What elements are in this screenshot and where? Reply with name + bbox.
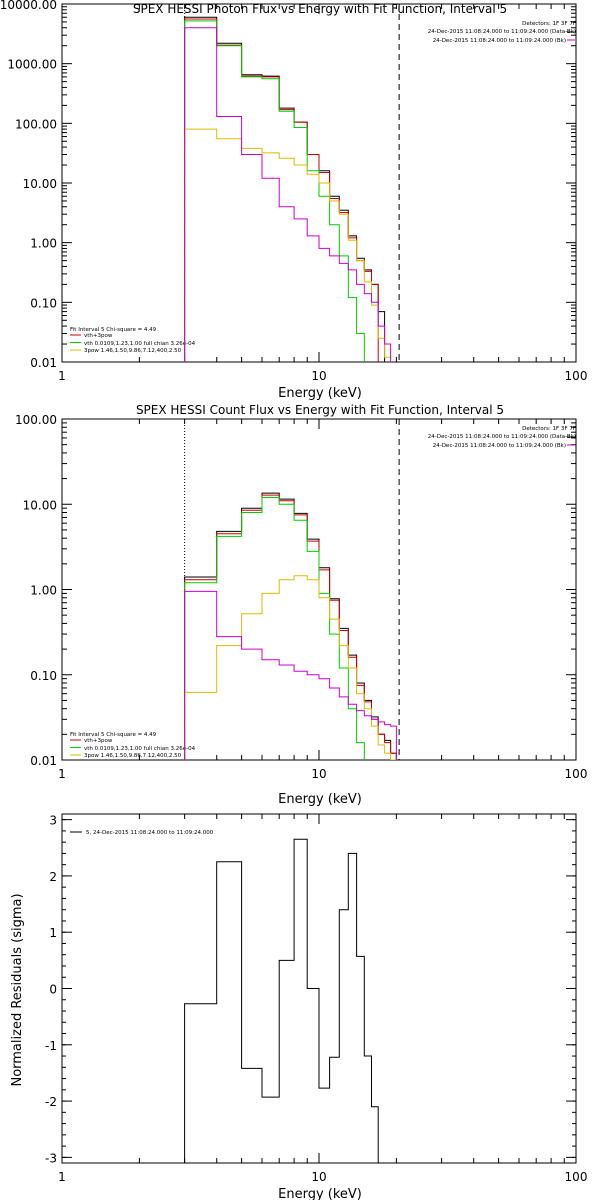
y-tick-label: 10.00 [23,177,57,191]
y-tick-label: 1000.00 [7,58,57,72]
panel2-info-data-bk: 24-Dec-2015 11:08:24.000 to 11:09:24.000… [428,434,576,440]
x-tick-label: 1 [58,369,66,383]
series-step-line-2 [184,494,397,760]
x-tick-label: 10 [311,767,326,781]
panel1-legend-vth: vth 0.0109,1.23,1.00 full chian 3.26e-04 [84,341,196,347]
y-tick-label: 3 [49,814,57,828]
panel2-legend-vth3pow: vth+3pow [84,738,113,744]
series-step-line-1 [184,838,379,1163]
series-step-line-3 [184,497,372,760]
panel2-xlabel: Energy (keV) [278,792,362,807]
panel1-legend-fit: Fit Interval 5 Chi-square = 4.49 [70,327,157,333]
panel1-title: SPEX HESSI Photon Flux vs Energy with Fi… [133,2,507,16]
x-tick-label: 100 [565,369,588,383]
x-tick-label: 100 [565,1170,588,1184]
panel2-plot: 1 10 100 100.00 10.00 1.00 0.10 0.01 [15,413,587,781]
panel1-xlabel: Energy (keV) [278,386,362,401]
panel3-xlabel: Energy (keV) [278,1187,362,1200]
y-tick-label: 100.00 [15,117,57,131]
series-step-line-4 [184,575,397,760]
y-tick-label: 100.00 [15,413,57,427]
y-tick-label: 0 [49,983,57,997]
panel3-ylabel: Normalized Residuals (sigma) [10,893,25,1086]
y-tick-label: 2 [49,870,57,884]
x-tick-label: 10 [311,369,326,383]
y-tick-label: 0.01 [30,754,57,768]
y-tick-label: 10.00 [23,498,57,512]
y-tick-label: 1 [49,926,57,940]
x-tick-label: 1 [58,1170,66,1184]
series-step-line-3 [184,20,372,362]
panel2-legend-fit: Fit Interval 5 Chi-square = 4.49 [70,732,157,738]
series-step-line-5 [184,27,392,362]
series-step-line-5 [184,590,397,760]
y-tick-label: 0.01 [30,356,57,370]
panel2-info-detectors: Detectors: 1F 3F 7F [522,426,576,432]
panel2-legend-3pow: 3pow 1.46,1.50,9.86,7.12,400,2.50 [84,753,182,759]
panel1-legend-3pow: 3pow 1.46,1.50,9.86,7.12,400,2.50 [84,348,182,354]
y-tick-label: 0.10 [30,669,57,683]
panel2-title: SPEX HESSI Count Flux vs Energy with Fit… [136,403,504,417]
y-tick-label: -3 [45,1151,57,1165]
panel1-info-data-bk: 24-Dec-2015 11:08:24.000 to 11:09:24.000… [428,29,576,35]
panel1-info-detectors: Detectors: 1F 3F 7F [522,21,576,27]
y-tick-label: 1.00 [30,237,57,251]
panel1-legend-vth3pow: vth+3pow [84,333,113,339]
panel1-plot: 1 10 100 10000.00 1000.00 100.00 10.00 1.00 0.10… [0,0,587,383]
x-tick-label: 1 [58,767,66,781]
y-tick-label: 0.10 [30,296,57,310]
y-tick-label: 1.00 [30,584,57,598]
x-tick-label: 10 [311,1170,326,1184]
y-tick-label: -2 [45,1095,57,1109]
y-tick-label: -1 [45,1039,57,1053]
panel1-info-bk: 24-Dec-2015 11:08:24.000 to 11:09:24.000… [433,38,566,44]
series-step-line-4 [184,128,392,362]
y-tick-label: 10000.00 [0,0,57,12]
panel2-legend-vth: vth 0.0109,1.23,1.00 full chian 3.26e-04 [84,746,196,752]
series-step-line-1 [184,16,386,362]
panel2-info-bk: 24-Dec-2015 11:08:24.000 to 11:09:24.000… [433,443,566,449]
panel3-legend-interval: 5, 24-Dec-2015 11:08:24.000 to 11:09:24.… [86,830,214,836]
x-tick-label: 100 [565,767,588,781]
